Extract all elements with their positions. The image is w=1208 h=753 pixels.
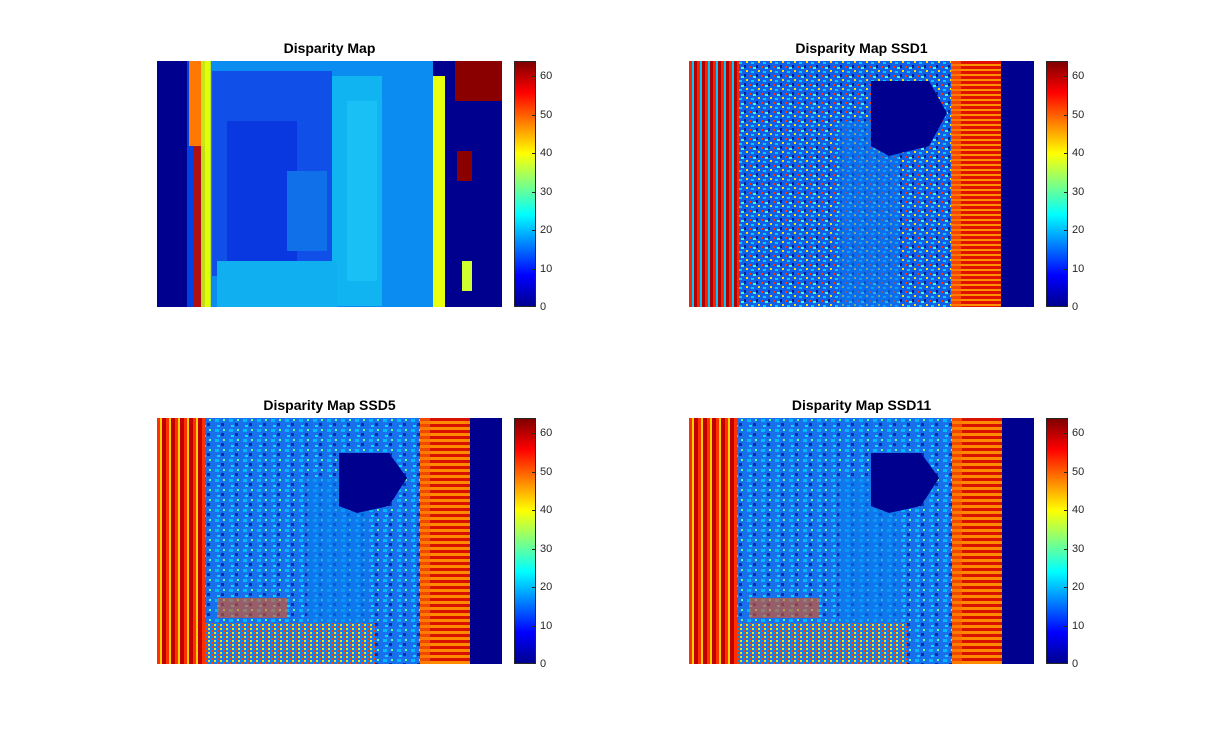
colorbar-tick-label: 20 bbox=[540, 581, 553, 593]
colorbar-tick-label: 50 bbox=[540, 109, 553, 121]
chart-title: Disparity Map SSD11 bbox=[791, 397, 932, 413]
colorbar-tick-label: 20 bbox=[1072, 581, 1085, 593]
colorbar-tick-mark bbox=[532, 549, 536, 550]
disparity-heatmap bbox=[689, 61, 1034, 307]
colorbar-tick-mark bbox=[532, 306, 536, 307]
colorbar-tick-mark bbox=[1064, 626, 1068, 627]
colorbar-tick-mark bbox=[532, 76, 536, 77]
colorbar-tick-mark bbox=[1064, 115, 1068, 116]
heatmap-image bbox=[689, 418, 1034, 664]
colorbar-tick-mark bbox=[532, 510, 536, 511]
colorbar-tick-label: 40 bbox=[540, 504, 553, 516]
colorbar-tick-mark bbox=[1064, 663, 1068, 664]
colorbar-tick-label: 40 bbox=[1072, 504, 1085, 516]
colorbar-tick-label: 60 bbox=[1072, 70, 1085, 82]
colorbar-tick-label: 30 bbox=[1072, 186, 1085, 198]
chart-title: Disparity Map SSD5 bbox=[263, 397, 396, 413]
colorbar-tick-label: 0 bbox=[1072, 658, 1079, 670]
colorbar-tick-label: 10 bbox=[1072, 263, 1085, 275]
colorbar-tick-label: 20 bbox=[1072, 224, 1085, 236]
colorbar-tick-label: 50 bbox=[1072, 466, 1085, 478]
chart-title: Disparity Map SSD1 bbox=[795, 40, 928, 56]
colorbar-tick-label: 60 bbox=[540, 427, 553, 439]
colorbar-tick-mark bbox=[1064, 153, 1068, 154]
colorbar-tick-mark bbox=[532, 626, 536, 627]
heatmap-image bbox=[157, 418, 502, 664]
colorbar-tick-label: 0 bbox=[1072, 301, 1079, 313]
disparity-heatmap bbox=[157, 61, 502, 307]
colorbar-tick-mark bbox=[532, 472, 536, 473]
colorbar-tick-mark bbox=[1064, 192, 1068, 193]
colorbar-tick-mark bbox=[1064, 230, 1068, 231]
colorbar bbox=[1046, 61, 1068, 307]
colorbar-tick-mark bbox=[532, 663, 536, 664]
colorbar-tick-label: 30 bbox=[1072, 543, 1085, 555]
disparity-heatmap bbox=[157, 418, 502, 664]
colorbar-tick-mark bbox=[1064, 306, 1068, 307]
colorbar-tick-label: 40 bbox=[540, 147, 553, 159]
colorbar-tick-mark bbox=[1064, 433, 1068, 434]
heatmap-image bbox=[689, 61, 1034, 307]
colorbar-tick-label: 0 bbox=[540, 301, 547, 313]
colorbar-tick-label: 10 bbox=[540, 620, 553, 632]
colorbar-tick-mark bbox=[1064, 510, 1068, 511]
colorbar-tick-mark bbox=[532, 192, 536, 193]
colorbar-tick-label: 20 bbox=[540, 224, 553, 236]
colorbar-tick-label: 50 bbox=[540, 466, 553, 478]
colorbar bbox=[514, 61, 536, 307]
colorbar bbox=[1046, 418, 1068, 664]
colorbar-tick-mark bbox=[532, 153, 536, 154]
colorbar-tick-label: 30 bbox=[540, 543, 553, 555]
colorbar-tick-label: 30 bbox=[540, 186, 553, 198]
colorbar-tick-label: 60 bbox=[540, 70, 553, 82]
colorbar-tick-mark bbox=[1064, 76, 1068, 77]
colorbar-tick-mark bbox=[1064, 269, 1068, 270]
colorbar-tick-mark bbox=[532, 230, 536, 231]
colorbar-tick-mark bbox=[532, 433, 536, 434]
chart-title: Disparity Map bbox=[283, 40, 376, 56]
colorbar-tick-label: 40 bbox=[1072, 147, 1085, 159]
colorbar-tick-mark bbox=[532, 587, 536, 588]
colorbar-tick-mark bbox=[1064, 472, 1068, 473]
colorbar-tick-label: 10 bbox=[540, 263, 553, 275]
colorbar-tick-mark bbox=[1064, 549, 1068, 550]
colorbar bbox=[514, 418, 536, 664]
colorbar-tick-mark bbox=[532, 115, 536, 116]
colorbar-tick-label: 0 bbox=[540, 658, 547, 670]
colorbar-tick-label: 60 bbox=[1072, 427, 1085, 439]
colorbar-tick-mark bbox=[1064, 587, 1068, 588]
colorbar-tick-mark bbox=[532, 269, 536, 270]
disparity-heatmap bbox=[689, 418, 1034, 664]
colorbar-tick-label: 50 bbox=[1072, 109, 1085, 121]
colorbar-tick-label: 10 bbox=[1072, 620, 1085, 632]
heatmap-image bbox=[157, 61, 502, 307]
